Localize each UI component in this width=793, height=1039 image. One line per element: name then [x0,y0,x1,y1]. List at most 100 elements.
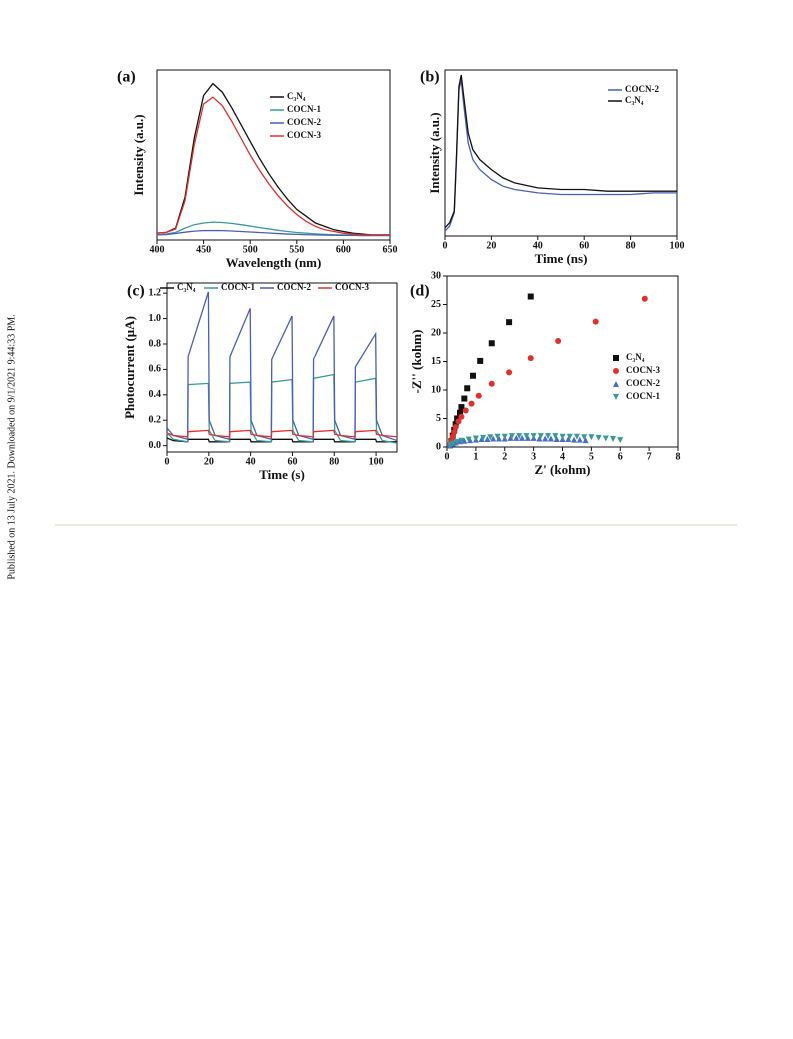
legend-label: COCN-1 [221,282,255,292]
data-point [559,433,566,440]
data-point [461,395,468,402]
data-point [571,436,578,443]
y-tick-label: 0.6 [149,364,162,375]
y-tick-label: 0.4 [149,389,162,400]
legend-marker [613,355,619,361]
y-tick-label: 0.0 [149,440,162,451]
legend-label: C₃N₄ [177,282,196,292]
y-tick-label: 5 [436,413,441,424]
data-point [451,429,458,436]
data-line [156,96,390,236]
panel-label: (d) [410,283,430,300]
legend-label: COCN-3 [287,130,321,140]
data-point [566,433,573,440]
data-point [488,380,495,387]
x-tick-label: 550 [289,244,304,255]
data-point [461,437,468,444]
data-point [495,435,502,442]
x-tick-label: 80 [329,456,339,467]
data-point [449,433,456,440]
data-line [444,74,677,229]
y-tick-label: 1.2 [149,287,162,298]
x-tick-label: 8 [676,451,681,462]
data-point [454,415,461,422]
data-point [449,440,456,447]
data-point [542,435,549,442]
data-line [166,429,398,438]
data-line [166,291,398,442]
data-point [484,436,491,443]
data-point [464,385,471,392]
plot-frame [156,69,391,241]
data-point [617,437,624,444]
data-point [456,409,463,416]
data-line [166,437,397,443]
y-tick-label: 10 [431,384,441,395]
x-tick-label: 6 [618,451,623,462]
data-point [552,433,559,440]
x-tick-label: 2 [502,451,507,462]
x-axis-label: Z' (kohm) [535,462,591,477]
data-point [480,434,487,441]
x-tick-label: 7 [647,451,652,462]
data-point [527,355,534,362]
x-axis-label: Time (s) [259,467,305,482]
y-tick-label: 30 [431,270,441,281]
data-point [537,433,544,440]
data-line [166,373,398,444]
data-point [592,318,599,325]
data-point [555,337,562,344]
data-point [462,407,469,414]
legend-label: COCN-1 [287,104,321,114]
y-axis-label: Intensity (a.u.) [131,114,146,195]
x-tick-label: 600 [336,244,351,255]
data-point [576,436,583,443]
y-tick-label: 0.2 [149,415,162,426]
data-point [501,433,508,440]
data-point [506,369,513,376]
x-tick-label: 0 [445,451,450,462]
data-point [545,433,552,440]
legend-label: COCN-3 [626,365,660,375]
data-point [527,293,534,300]
x-tick-label: 4 [560,451,565,462]
legend-marker [613,368,619,374]
x-tick-label: 100 [369,456,384,467]
legend-marker [613,381,619,387]
data-point [458,437,465,444]
panel-label: (b) [420,69,440,86]
y-axis-label: -Z'' (kohm) [409,330,424,394]
data-point [530,433,537,440]
x-tick-label: 60 [287,456,297,467]
x-tick-label: 1 [473,451,478,462]
data-point [455,418,462,425]
data-point [454,438,461,445]
data-point [565,436,572,443]
x-tick-label: 0 [165,456,170,467]
y-tick-label: 1.0 [149,313,162,324]
data-point [475,392,482,399]
x-tick-label: 5 [589,451,594,462]
y-tick-label: 0.8 [149,338,162,349]
x-axis-label: Wavelength (nm) [226,255,322,270]
y-axis-label: Photocurrent (μA) [122,316,137,419]
data-point [519,434,526,441]
data-point [469,372,476,379]
data-point [547,435,554,442]
data-point [488,340,495,347]
data-line [156,229,390,237]
data-point [523,433,530,440]
data-point [487,434,494,441]
x-tick-label: 40 [533,240,543,251]
legend-label: COCN-2 [626,378,660,388]
data-point [602,435,609,442]
data-point [506,319,513,326]
data-point [553,436,560,443]
x-tick-label: 3 [531,451,536,462]
y-tick-label: 25 [431,299,441,310]
data-point [513,434,520,441]
data-point [465,436,472,443]
x-tick-label: 500 [243,244,258,255]
x-axis-label: Time (ns) [535,251,588,266]
